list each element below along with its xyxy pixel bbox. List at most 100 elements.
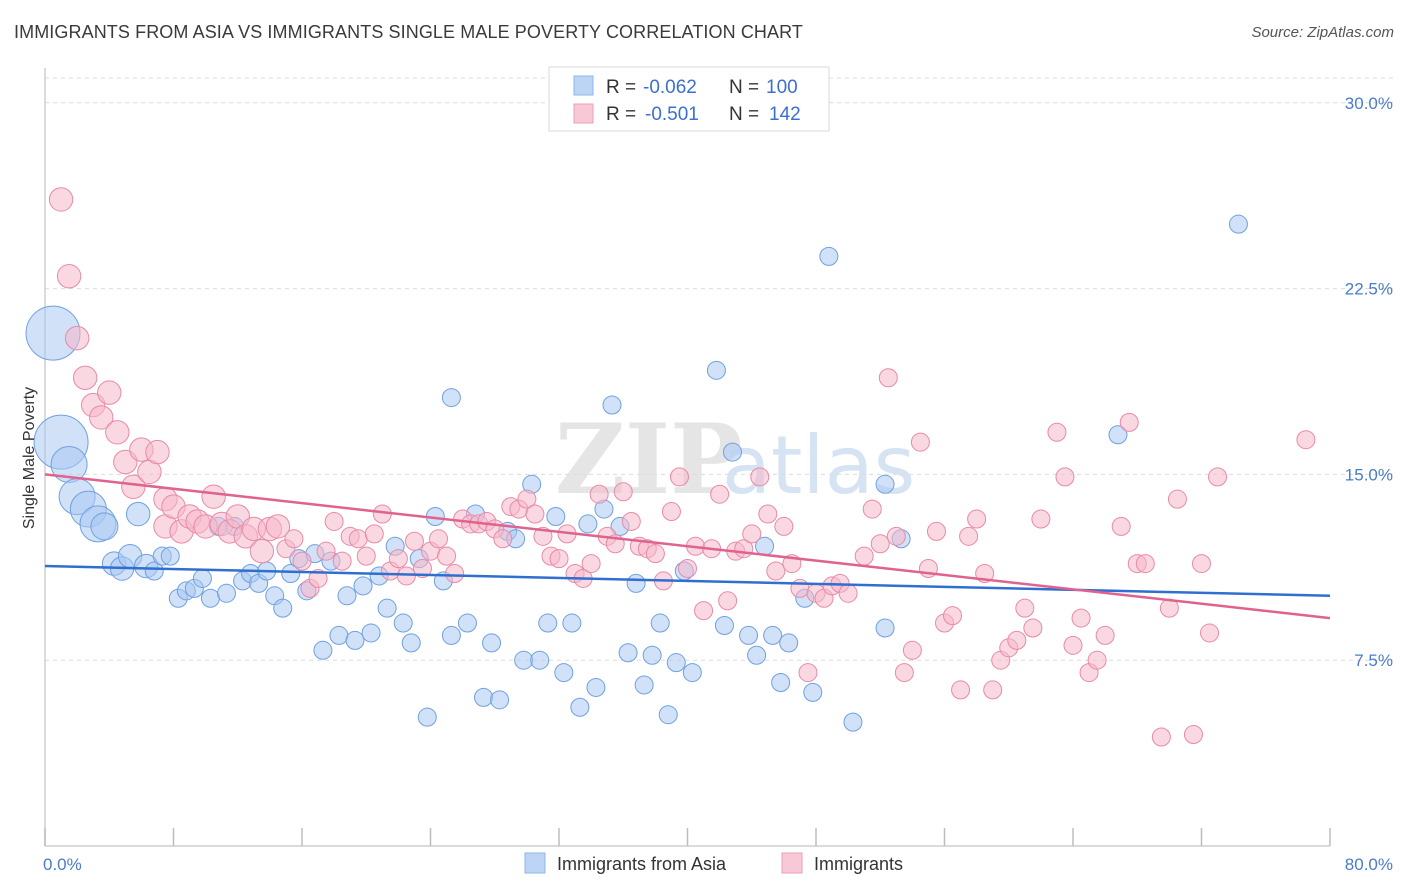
asia-data-point [192, 568, 212, 588]
asia-data-point [843, 712, 863, 732]
asia-data-point [562, 613, 582, 633]
immigrants-data-point [404, 531, 424, 551]
immigrants-data-point [332, 551, 352, 571]
immigrants-data-point [1151, 727, 1171, 747]
immigrants-data-point [758, 504, 778, 524]
immigrants-data-point [1135, 554, 1155, 574]
asia-data-point [819, 246, 839, 266]
immigrants-data-point [1111, 516, 1131, 536]
asia-data-point [658, 705, 678, 725]
trend-lines [44, 473, 1331, 620]
immigrants-data-point [621, 511, 641, 531]
immigrants-data-point [718, 591, 738, 611]
asia-data-point [739, 625, 759, 645]
immigrants-data-point [886, 526, 906, 546]
asia-data-point [217, 583, 237, 603]
chart-title: IMMIGRANTS FROM ASIA VS IMMIGRANTS SINGL… [14, 22, 803, 42]
immigrants-data-point [1031, 509, 1051, 529]
asia-data-point [875, 618, 895, 638]
bottom-legend-swatch-immigrants [781, 852, 803, 874]
immigrants-data-point [284, 529, 304, 549]
immigrants-data-point [1055, 467, 1075, 487]
asia-data-point [771, 672, 791, 692]
immigrants-data-point [1047, 422, 1067, 442]
legend-swatch-immigrants [573, 103, 594, 124]
immigrants-data-point [581, 554, 601, 574]
asia-data-point [329, 625, 349, 645]
immigrants-data-point [348, 529, 368, 549]
legend-n-label-immigrants: N = [729, 104, 759, 125]
legend-n-value-immigrants: 142 [769, 104, 801, 125]
immigrants-data-point [613, 482, 633, 502]
legend-r-value-asia: -0.062 [643, 77, 697, 98]
immigrants-data-point [549, 549, 569, 569]
asia-data-point [618, 643, 638, 663]
asia-data-point [722, 442, 742, 462]
asia-data-point [401, 633, 421, 653]
x-tick-label-min: 0.0% [43, 855, 82, 874]
legend-n-label-asia: N = [729, 77, 759, 98]
immigrants-data-point [862, 499, 882, 519]
asia-data-point [200, 588, 220, 608]
legend-r-label-immigrants: R = [606, 104, 636, 125]
immigrants-data-point [967, 509, 987, 529]
asia-data-point [578, 514, 598, 534]
immigrants-data-point [145, 439, 170, 465]
asia-data-point [554, 663, 574, 683]
immigrants-data-point [766, 561, 786, 581]
immigrants-data-point [429, 529, 449, 549]
bottom-legend-label-asia: Immigrants from Asia [557, 854, 727, 874]
immigrants-data-point [1296, 430, 1316, 450]
immigrants-data-point [710, 484, 730, 504]
asia-data-point [441, 625, 461, 645]
asia-data-point [353, 576, 373, 596]
asia-data-point [586, 677, 606, 697]
legend-r-value-immigrants: -0.501 [645, 104, 699, 125]
asia-data-point [144, 561, 164, 581]
immigrants-data-point [356, 546, 376, 566]
x-tick-label-max: 80.0% [1345, 855, 1393, 874]
immigrants-data-point [910, 432, 930, 452]
asia-data-point [706, 360, 726, 380]
immigrants-data-point [89, 405, 114, 430]
immigrants-data-point [661, 502, 681, 522]
immigrants-data-point [308, 568, 328, 588]
asia-data-point [337, 586, 357, 606]
immigrants-data-point [1087, 650, 1107, 670]
immigrants-data-point [1167, 489, 1187, 509]
immigrants-data-point [1208, 467, 1228, 487]
immigrants-data-point [316, 541, 336, 561]
immigrants-data-point [790, 578, 810, 598]
immigrants-data-point [645, 544, 665, 564]
immigrants-data-point [669, 467, 689, 487]
source-credit: Source: ZipAtlas.com [1251, 24, 1394, 41]
immigrants-data-point [72, 365, 98, 390]
legend-swatch-asia [573, 75, 594, 96]
immigrants-data-point [1063, 635, 1083, 655]
immigrants-data-point [1192, 554, 1211, 574]
asia-data-point [457, 613, 477, 633]
asia-data-point [160, 546, 180, 566]
immigrants-data-point [56, 263, 82, 289]
asia-data-point [875, 474, 895, 494]
immigrants-data-point [589, 484, 609, 504]
y-tick-label: 30.0% [1345, 94, 1393, 113]
y-tick-label: 22.5% [1345, 280, 1393, 299]
asia-data-point [1108, 425, 1128, 445]
immigrants-data-point [445, 563, 465, 583]
immigrants-data-point [878, 368, 898, 388]
asia-data-point [570, 697, 590, 717]
legend-n-value-asia: 100 [766, 77, 798, 98]
immigrants-data-point [1071, 608, 1091, 628]
legend-r-label-asia: R = [606, 77, 636, 98]
asia-data-point [763, 625, 783, 645]
asia-data-point [642, 645, 662, 665]
immigrants-data-point [292, 551, 312, 571]
asia-data-point [345, 630, 365, 650]
immigrants-data-point [750, 467, 770, 487]
asia-data-point [538, 613, 558, 633]
asia-data-point [650, 613, 670, 633]
immigrants-data-point [742, 524, 762, 544]
immigrants-data-point [1119, 412, 1139, 432]
asia-data-point [482, 633, 502, 653]
